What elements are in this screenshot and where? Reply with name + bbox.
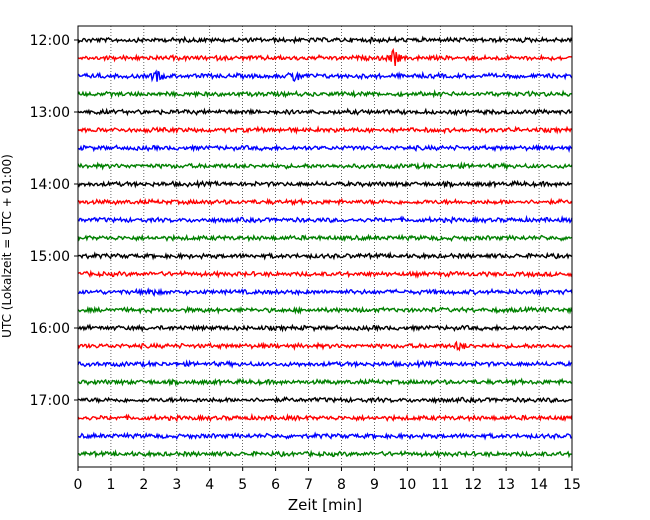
seismic-trace	[77, 69, 573, 83]
x-tick-label: 13	[497, 477, 515, 493]
seismic-trace	[77, 449, 573, 459]
x-tick-label: 10	[398, 477, 416, 493]
y-axis-ticks: 12:00 13:00 14:00 15:00 16:00 17:00	[30, 33, 78, 409]
x-tick-label: 0	[74, 477, 83, 493]
x-tick-label: 2	[139, 477, 148, 493]
seismic-trace	[77, 395, 573, 405]
seismic-trace	[77, 251, 573, 261]
y-tick-label: 14:00	[30, 177, 70, 193]
x-tick-label: 6	[271, 477, 280, 493]
seismic-trace	[77, 431, 573, 441]
seismic-trace	[77, 287, 573, 298]
y-tick-label: 15:00	[30, 249, 70, 265]
trace-group	[77, 35, 573, 459]
y-tick-label: 17:00	[30, 393, 70, 409]
seismic-trace	[77, 107, 573, 117]
seismic-trace	[77, 305, 573, 315]
x-tick-label: 3	[172, 477, 181, 493]
seismic-trace	[77, 161, 573, 171]
seismic-trace	[77, 143, 573, 153]
y-tick-label: 12:00	[30, 33, 70, 49]
seismic-trace	[77, 214, 573, 225]
x-tick-label: 7	[304, 477, 313, 493]
x-axis-label: Zeit [min]	[288, 496, 362, 514]
x-tick-label: 14	[530, 477, 548, 493]
seismic-trace	[77, 89, 573, 99]
x-axis-ticks: 0 1 2 3 4 5 6 7 8 9 10 11 12 13 14 15	[74, 467, 581, 493]
y-tick-label: 13:00	[30, 105, 70, 121]
x-tick-label: 4	[205, 477, 214, 493]
x-tick-label: 15	[563, 477, 581, 493]
x-tick-label: 1	[106, 477, 115, 493]
seismic-trace	[77, 35, 573, 45]
seismic-trace	[77, 269, 573, 279]
x-tick-label: 9	[370, 477, 379, 493]
seismic-trace	[77, 233, 573, 243]
plot-frame	[77, 25, 573, 468]
seismic-trace	[77, 323, 573, 333]
x-tick-label: 8	[337, 477, 346, 493]
x-tick-label: 5	[238, 477, 247, 493]
x-tick-label: 11	[431, 477, 449, 493]
seismic-trace	[77, 340, 573, 352]
seismic-trace	[77, 359, 573, 369]
y-axis-label: UTC (Lokalzeit = UTC + 01:00)	[0, 154, 14, 338]
seismic-trace	[77, 377, 573, 387]
x-tick-label: 12	[464, 477, 482, 493]
seismic-trace	[77, 197, 573, 207]
seismic-trace	[77, 412, 573, 423]
seismic-trace	[77, 125, 573, 135]
seismic-trace	[77, 179, 573, 189]
seismic-trace	[77, 47, 573, 67]
y-tick-label: 16:00	[30, 321, 70, 337]
